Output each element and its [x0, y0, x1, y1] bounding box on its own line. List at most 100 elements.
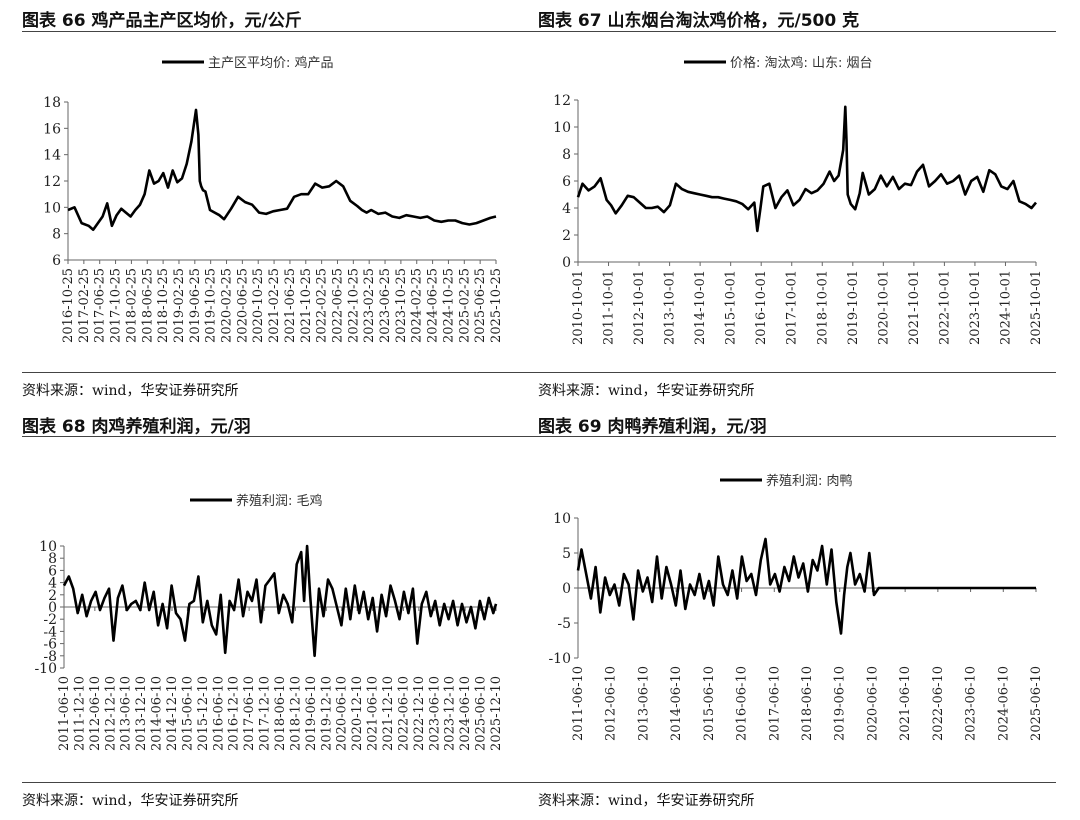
divider [538, 372, 1056, 373]
legend-label: 养殖利润: 肉鸭 [766, 473, 853, 489]
x-tick-label: 2024-10-01 [998, 270, 1013, 345]
divider [538, 436, 1056, 437]
x-tick-label: 2023-06-10 [964, 666, 979, 741]
chart-panel-68: 图表 68 肉鸡养殖利润，元/羽 养殖利润: 毛鸡 -10 -8 -6 -4 -2 0 2 4 6… [22, 410, 542, 820]
x-tick-label: 2022-06-10 [931, 666, 946, 741]
x-tick-label: 2019-06-10 [833, 666, 848, 741]
x-tick-label: 2021-12-10 [381, 676, 396, 751]
x-tick-label: 2020-06-25 [235, 268, 250, 343]
legend-label: 主产区平均价: 鸡产品 [208, 55, 334, 71]
y-tick-label: 8 [562, 147, 571, 163]
x-tick-label: 2018-10-01 [815, 270, 830, 345]
x-tick-label: 2015-06-10 [702, 666, 717, 741]
x-tick-label: 2012-10-01 [632, 270, 647, 345]
y-tick-label: -6 [43, 637, 57, 653]
y-tick-label: 8 [52, 227, 61, 243]
divider [22, 31, 540, 32]
y-tick-label: 10 [39, 539, 57, 555]
x-tick-label: 2014-06-10 [150, 676, 165, 751]
y-tick-label: 5 [562, 546, 571, 562]
x-tick-label: 2022-06-10 [396, 676, 411, 751]
x-tick-label: 2024-06-10 [458, 676, 473, 751]
x-tick-label: 2014-12-10 [165, 676, 180, 751]
x-tick-label: 2018-06-25 [140, 268, 155, 343]
x-tick-label: 2017-06-10 [242, 676, 257, 751]
x-tick-label: 2020-06-10 [865, 666, 880, 741]
x-tick-label: 2025-10-01 [1029, 270, 1044, 345]
x-tick-label: 2024-02-25 [410, 268, 425, 343]
x-tick-label: 2023-02-25 [362, 268, 377, 343]
x-tick-label: 2024-06-25 [426, 268, 441, 343]
x-tick-label: 2016-12-10 [227, 676, 242, 751]
x-tick-label: 2022-12-10 [412, 676, 427, 751]
x-tick-label: 2015-10-01 [724, 270, 739, 345]
y-tick-label: 0 [562, 581, 571, 597]
x-tick-label: 2023-12-10 [443, 676, 458, 751]
y-tick-label: 6 [48, 563, 57, 579]
x-tick-label: 2020-06-10 [335, 676, 350, 751]
x-tick-label: 2015-12-10 [196, 676, 211, 751]
x-tick-label: 2017-12-10 [258, 676, 273, 751]
x-tick-label: 2022-06-25 [330, 268, 345, 343]
chart-title: 图表 68 肉鸡养殖利润，元/羽 [22, 417, 251, 437]
y-tick-label: -2 [43, 612, 57, 628]
x-tick-label: 2012-06-10 [604, 666, 619, 741]
x-tick-label: 2021-02-25 [267, 268, 282, 343]
x-tick-label: 2016-10-01 [754, 270, 769, 345]
x-tick-label: 2023-06-10 [427, 676, 442, 751]
y-tick-label: -8 [43, 649, 57, 665]
x-tick-label: 2025-02-25 [457, 268, 472, 343]
x-tick-label: 2020-10-01 [876, 270, 891, 345]
chart-title: 图表 66 鸡产品主产区均价，元/公斤 [22, 11, 302, 31]
x-tick-label: 2018-02-25 [124, 268, 139, 343]
x-tick-label: 2021-06-25 [283, 268, 298, 343]
x-tick-label: 2016-06-10 [211, 676, 226, 751]
x-tick-label: 2019-06-25 [188, 268, 203, 343]
x-tick-label: 2019-02-25 [172, 268, 187, 343]
legend-label: 价格: 淘汰鸡: 山东: 烟台 [730, 55, 873, 71]
x-tick-label: 2011-06-10 [57, 676, 72, 751]
divider [22, 436, 540, 437]
x-tick-label: 2022-10-25 [346, 268, 361, 343]
x-tick-label: 2016-06-10 [735, 666, 750, 741]
chart-title: 图表 67 山东烟台淘汰鸡价格，元/500 克 [538, 11, 860, 31]
chart-source: 资料来源：wind，华安证券研究所 [22, 793, 239, 809]
x-tick-label: 2025-06-10 [1029, 666, 1044, 741]
x-tick-label: 2020-10-25 [251, 268, 266, 343]
chart-source: 资料来源：wind，华安证券研究所 [538, 793, 755, 809]
divider [22, 782, 540, 783]
x-tick-label: 2021-10-25 [299, 268, 314, 343]
line-chart: 养殖利润: 肉鸭 -10 -5 0 5 10 2011-06-10 2012-06-10 201… [548, 473, 1044, 741]
chart-panel-67: 图表 67 山东烟台淘汰鸡价格，元/500 克 价格: 淘汰鸡: 山东: 烟台 0… [538, 0, 1058, 410]
y-tick-label: 10 [553, 511, 571, 527]
x-tick-label: 2021-06-10 [366, 676, 381, 751]
x-tick-label: 2025-06-25 [473, 268, 488, 343]
series-line [576, 105, 1037, 233]
x-tick-label: 2012-06-10 [88, 676, 103, 751]
y-tick-label: 2 [562, 228, 571, 244]
x-tick-label: 2019-06-10 [304, 676, 319, 751]
y-tick-label: 0 [48, 600, 57, 616]
y-tick-label: 14 [43, 148, 61, 164]
x-tick-label: 2017-02-25 [77, 268, 92, 343]
divider [538, 31, 1056, 32]
x-tick-label: 2024-06-10 [996, 666, 1011, 741]
x-tick-label: 2017-06-25 [93, 268, 108, 343]
divider [22, 372, 540, 373]
x-tick-label: 2014-10-01 [693, 270, 708, 345]
x-tick-label: 2022-02-25 [315, 268, 330, 343]
x-tick-label: 2010-10-01 [571, 270, 586, 345]
x-tick-label: 2019-10-01 [846, 270, 861, 345]
divider [538, 782, 1056, 783]
y-tick-label: -4 [43, 624, 57, 640]
chart-panel-69: 图表 69 肉鸭养殖利润，元/羽 养殖利润: 肉鸭 -10 -5 0 5 10 2011-0… [538, 410, 1058, 820]
x-tick-label: 2019-12-10 [319, 676, 334, 751]
x-tick-label: 2021-10-01 [907, 270, 922, 345]
y-tick-label: -10 [548, 651, 571, 667]
series-line [62, 544, 498, 658]
y-tick-label: 2 [48, 588, 57, 604]
series-line [576, 537, 1036, 635]
y-tick-label: -10 [34, 661, 57, 677]
y-tick-label: 12 [43, 174, 61, 190]
